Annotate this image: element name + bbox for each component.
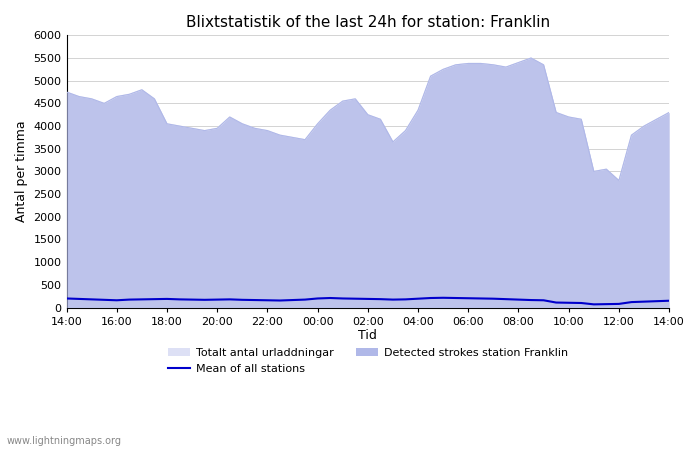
Text: www.lightningmaps.org: www.lightningmaps.org — [7, 436, 122, 446]
Title: Blixtstatistik of the last 24h for station: Franklin: Blixtstatistik of the last 24h for stati… — [186, 15, 550, 30]
X-axis label: Tid: Tid — [358, 329, 377, 342]
Legend: Totalt antal urladdningar, Mean of all stations, Detected strokes station Frankl: Totalt antal urladdningar, Mean of all s… — [164, 344, 572, 378]
Y-axis label: Antal per timma: Antal per timma — [15, 121, 28, 222]
